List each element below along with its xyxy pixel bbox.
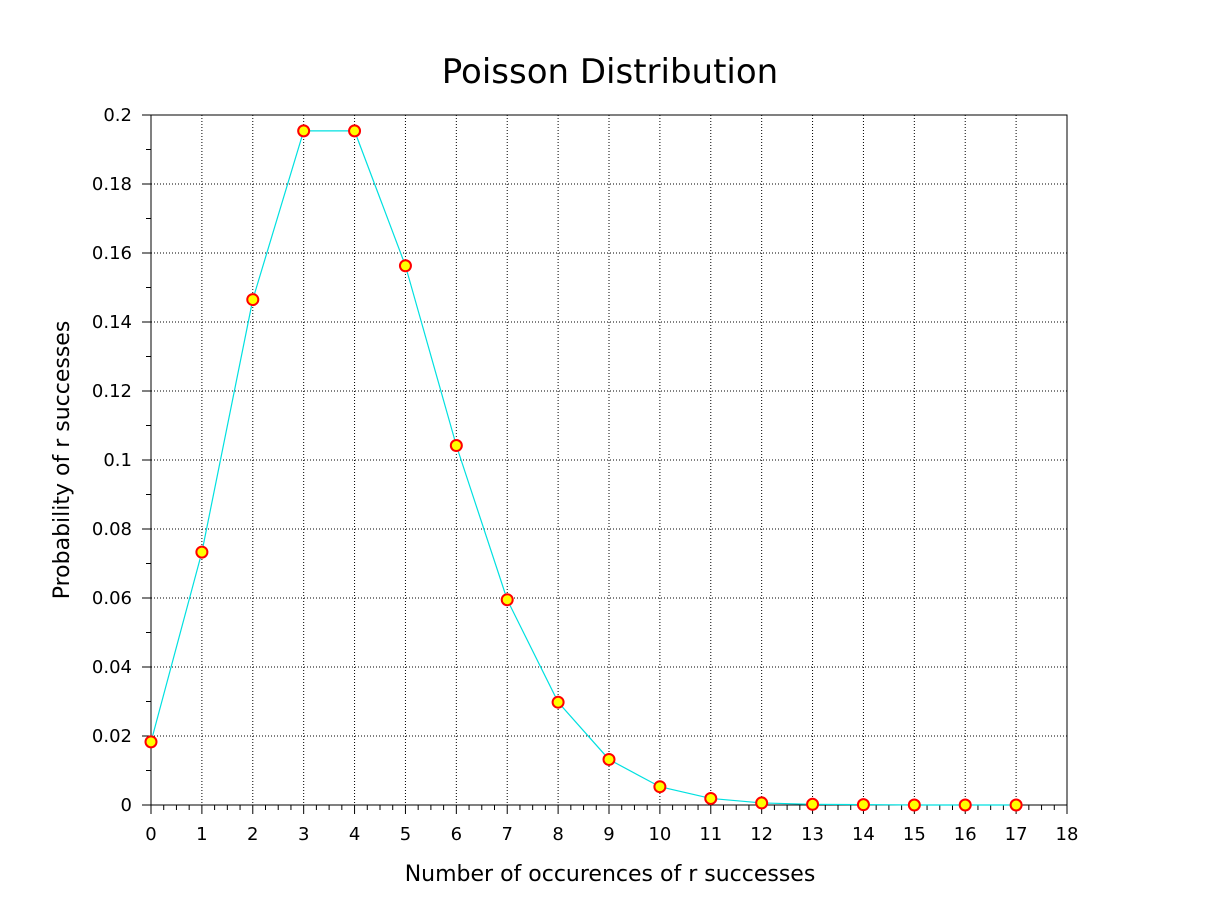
data-point [398, 259, 412, 273]
y-tick-label: 0.16 [92, 243, 132, 264]
data-point [755, 796, 769, 810]
x-tick-label: 16 [954, 824, 977, 845]
data-point [297, 124, 311, 138]
data-point [449, 439, 463, 453]
x-tick-label: 8 [552, 824, 563, 845]
y-axis-label: Probability of r successes [50, 321, 75, 600]
y-tick-label: 0.06 [92, 588, 132, 609]
x-tick-label: 9 [603, 824, 614, 845]
x-tick-label: 10 [648, 824, 671, 845]
x-tick-label: 6 [451, 824, 462, 845]
data-point [806, 797, 820, 811]
x-tick-label: 18 [1056, 824, 1079, 845]
x-tick-label: 12 [750, 824, 773, 845]
chart-title: Poisson Distribution [442, 52, 778, 92]
x-tick-label: 0 [145, 824, 156, 845]
x-tick-label: 15 [903, 824, 926, 845]
y-tick-label: 0 [121, 795, 132, 816]
x-tick-label: 4 [349, 824, 360, 845]
x-tick-label: 3 [298, 824, 309, 845]
data-point [958, 798, 972, 812]
y-tick-label: 0.1 [103, 450, 132, 471]
data-point [907, 798, 921, 812]
x-tick-label: 17 [1005, 824, 1028, 845]
x-tick-label: 14 [852, 824, 875, 845]
x-axis-label: Number of occurences of r successes [405, 862, 816, 887]
x-tick-label: 5 [400, 824, 411, 845]
data-point [500, 593, 514, 607]
x-tick-label: 13 [801, 824, 824, 845]
y-tick-label: 0.04 [92, 657, 132, 678]
data-point [551, 695, 565, 709]
data-point [348, 124, 362, 138]
data-point [856, 798, 870, 812]
axis-ticks: 0 1 2 3 4 5 6 7 8 9 10 11 12 13 14 15 16 17 1800.020.040.0… [92, 105, 1079, 845]
x-tick-label: 7 [501, 824, 512, 845]
data-point [246, 293, 260, 307]
data-point [144, 735, 158, 749]
y-tick-label: 0.18 [92, 174, 132, 195]
data-point [704, 791, 718, 805]
x-tick-label: 2 [247, 824, 258, 845]
x-tick-label: 11 [699, 824, 722, 845]
data-point [1009, 798, 1023, 812]
y-tick-label: 0.14 [92, 312, 132, 333]
x-tick-label: 1 [196, 824, 207, 845]
y-tick-label: 0.02 [92, 726, 132, 747]
data-point [602, 752, 616, 766]
data-point [653, 780, 667, 794]
series-line [150, 130, 1017, 806]
plot-frame [150, 114, 1068, 806]
grid [151, 115, 1067, 805]
y-tick-label: 0.08 [92, 519, 132, 540]
data-point [195, 545, 209, 559]
y-tick-label: 0.2 [103, 105, 132, 126]
series-layer [144, 124, 1023, 812]
y-tick-label: 0.12 [92, 381, 132, 402]
